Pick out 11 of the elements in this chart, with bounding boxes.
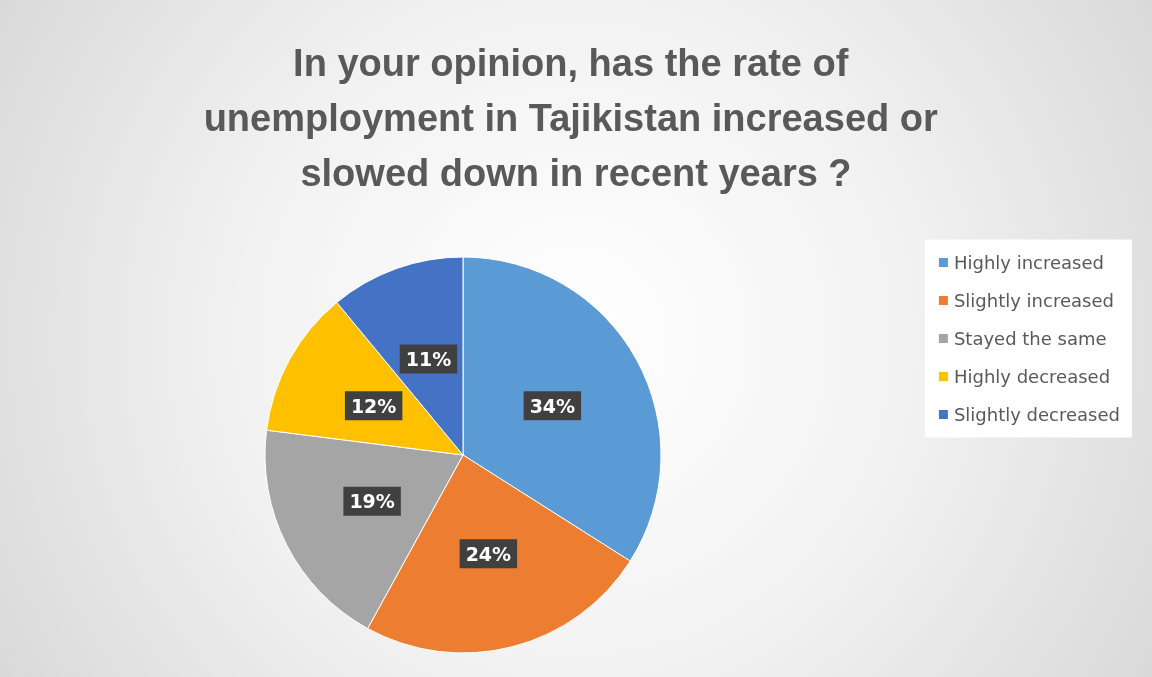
data-label: 12% (350, 394, 397, 417)
legend-label: Stayed the same (953, 328, 1107, 349)
data-label: 19% (349, 490, 395, 513)
data-label: 11% (405, 348, 452, 371)
legend-label: Slightly decreased (953, 404, 1120, 425)
chart-title: In your opinion, has the rate of unemployment in Tajikistan increased or slowed down in recent years ? (203, 41, 949, 194)
legend-label: Highly increased (953, 252, 1104, 273)
legend-label: Highly decreased (953, 366, 1111, 387)
data-label: 34% (529, 394, 576, 417)
legend-label: Slightly increased (953, 290, 1114, 311)
data-label: 24% (465, 542, 512, 565)
